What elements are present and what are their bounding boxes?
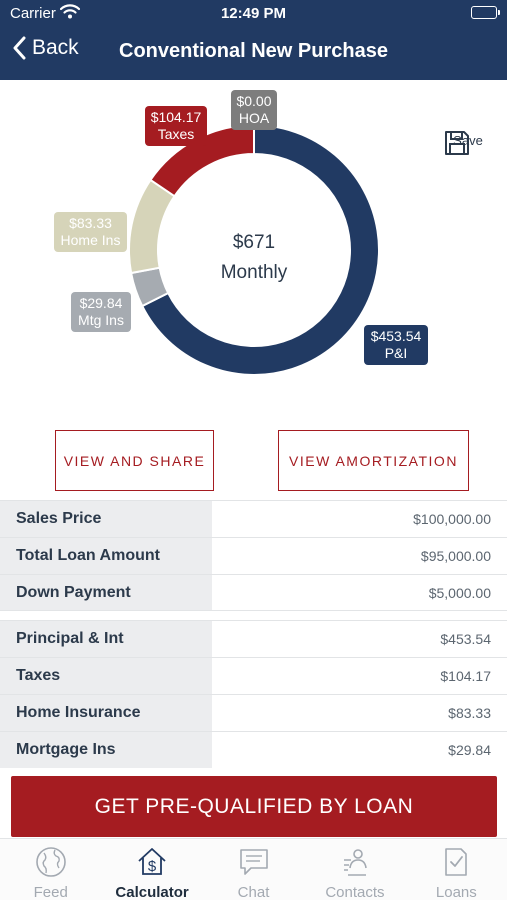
battery-icon: [471, 6, 500, 19]
tab-label: Calculator: [115, 884, 189, 900]
row-value: $100,000.00: [413, 511, 491, 527]
row-label: Down Payment: [0, 575, 212, 610]
monthly-label: Monthly: [220, 262, 288, 283]
taxes-name: Taxes: [157, 126, 195, 142]
carrier-label: Carrier: [10, 5, 56, 22]
row-value: $104.17: [440, 668, 491, 684]
view-amortization-button[interactable]: VIEW AMORTIZATION: [278, 430, 469, 491]
payment-breakdown-table: Principal & Int $453.54 Taxes $104.17 Ho…: [0, 620, 507, 768]
tab-label: Contacts: [325, 884, 385, 900]
pi-name: P&I: [384, 345, 408, 361]
table-row: Home Insurance $83.33: [0, 694, 507, 731]
tab-label: Chat: [237, 884, 270, 900]
monthly-total: $671: [232, 232, 276, 253]
hoa-slice-label: $0.00 HOA: [231, 90, 277, 130]
page-title: Conventional New Purchase: [119, 40, 388, 62]
home-ins-slice-label: $83.33 Home Ins: [54, 212, 127, 252]
row-label: Home Insurance: [0, 695, 212, 731]
wifi-icon: [59, 4, 81, 23]
donut-slice-home-ins: [128, 178, 176, 275]
header: Carrier 12:49 PM Back Conventional New P…: [0, 0, 507, 80]
contacts-icon: [343, 849, 367, 876]
pi-slice-label: $453.54 P&I: [364, 325, 428, 365]
back-button[interactable]: Back: [12, 36, 79, 60]
loans-document-icon: [445, 848, 468, 876]
navigation-bar: Back Conventional New Purchase: [0, 30, 507, 76]
row-value: $29.84: [448, 742, 491, 758]
save-icon: [445, 131, 469, 155]
row-label: Principal & Int: [0, 621, 212, 657]
home-ins-name: Home Ins: [60, 232, 121, 248]
row-label: Mortgage Ins: [0, 732, 212, 768]
save-button[interactable]: Save: [444, 130, 492, 155]
row-value: $5,000.00: [428, 584, 491, 601]
chevron-left-icon: [13, 36, 26, 60]
table-row: Sales Price $100,000.00: [0, 500, 507, 537]
tab-chat[interactable]: Chat: [203, 839, 304, 900]
status-bar: Carrier 12:49 PM: [0, 0, 507, 28]
hoa-name: HOA: [238, 110, 270, 126]
tab-loans[interactable]: Loans: [406, 839, 507, 900]
donut-slice-p-i: [140, 123, 380, 376]
table-row: Down Payment $5,000.00: [0, 574, 507, 611]
row-label: Sales Price: [0, 501, 212, 537]
globe-icon: [35, 847, 66, 877]
calculator-house-icon: $: [138, 848, 166, 875]
mtg-ins-value: $29.84: [79, 295, 123, 311]
row-label: Taxes: [0, 658, 212, 694]
row-value: $95,000.00: [420, 548, 491, 564]
hoa-value: $0.00: [236, 93, 272, 109]
back-label: Back: [32, 36, 79, 59]
taxes-slice-label: $104.17 Taxes: [145, 106, 207, 146]
tab-label: Feed: [33, 884, 68, 900]
tab-bar: Feed $ Calculator Chat Contacts Loans: [0, 838, 507, 900]
taxes-value: $104.17: [150, 109, 202, 125]
table-row: Taxes $104.17: [0, 657, 507, 694]
home-ins-value: $83.33: [69, 215, 112, 231]
row-value: $453.54: [440, 631, 491, 647]
tab-calculator[interactable]: $ Calculator: [101, 839, 202, 900]
mtg-ins-slice-label: $29.84 Mtg Ins: [71, 292, 131, 332]
get-pre-qualified-button[interactable]: GET PRE-QUALIFIED BY LOAN: [11, 776, 497, 837]
table-row: Total Loan Amount $95,000.00: [0, 537, 507, 574]
row-value: $83.33: [448, 705, 491, 721]
table-row: Principal & Int $453.54: [0, 620, 507, 657]
view-and-share-button[interactable]: VIEW AND SHARE: [55, 430, 214, 491]
tab-label: Loans: [435, 884, 477, 900]
tab-contacts[interactable]: Contacts: [304, 839, 405, 900]
pi-value: $453.54: [370, 328, 422, 344]
payment-breakdown-chart: $453.54 P&I $29.84 Mtg Ins $83.33 Home I…: [0, 80, 507, 420]
mtg-ins-name: Mtg Ins: [78, 312, 124, 328]
loan-summary-table: Sales Price $100,000.00 Total Loan Amoun…: [0, 500, 507, 611]
svg-text:$: $: [148, 858, 157, 875]
tab-feed[interactable]: Feed: [0, 839, 101, 900]
chat-icon: [239, 849, 268, 875]
table-row: Mortgage Ins $29.84: [0, 731, 507, 768]
row-label: Total Loan Amount: [0, 538, 212, 574]
clock: 12:49 PM: [220, 5, 287, 22]
